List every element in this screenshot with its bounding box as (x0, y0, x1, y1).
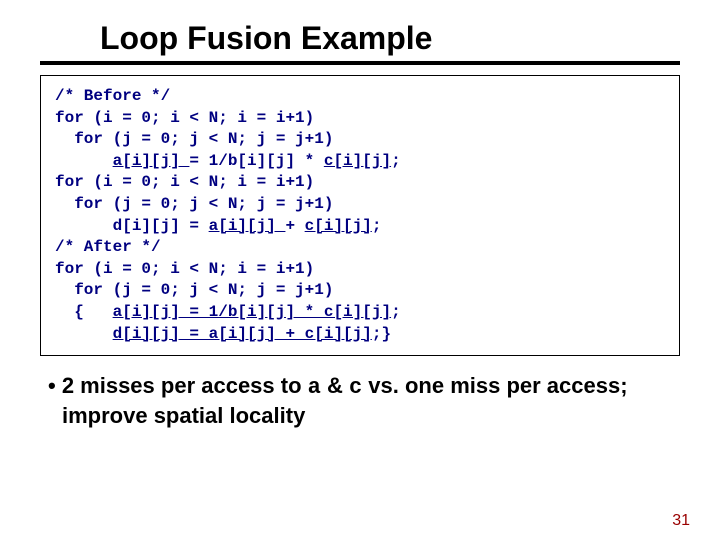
code-comment-after: /* After */ (55, 238, 161, 256)
title-underline (40, 61, 680, 65)
bullet-point: • 2 misses per access to a & c vs. one m… (58, 372, 680, 429)
code-line: for (j = 0; j < N; j = j+1) (55, 195, 333, 213)
code-line: d[i][j] = a[i][j] + c[i][j];} (55, 325, 391, 343)
page-number: 31 (672, 512, 690, 530)
code-line: a[i][j] = 1/b[i][j] * c[i][j]; (55, 152, 401, 170)
code-line: d[i][j] = a[i][j] + c[i][j]; (55, 217, 381, 235)
code-comment-before: /* Before */ (55, 87, 170, 105)
code-line: for (j = 0; j < N; j = j+1) (55, 130, 333, 148)
slide-title: Loop Fusion Example (40, 20, 680, 57)
code-block: /* Before */ for (i = 0; i < N; i = i+1)… (40, 75, 680, 356)
code-line: { a[i][j] = 1/b[i][j] * c[i][j]; (55, 303, 401, 321)
code-line: for (i = 0; i < N; i = i+1) (55, 173, 314, 191)
code-line: for (i = 0; i < N; i = i+1) (55, 109, 314, 127)
code-line: for (j = 0; j < N; j = j+1) (55, 281, 333, 299)
code-line: for (i = 0; i < N; i = i+1) (55, 260, 314, 278)
